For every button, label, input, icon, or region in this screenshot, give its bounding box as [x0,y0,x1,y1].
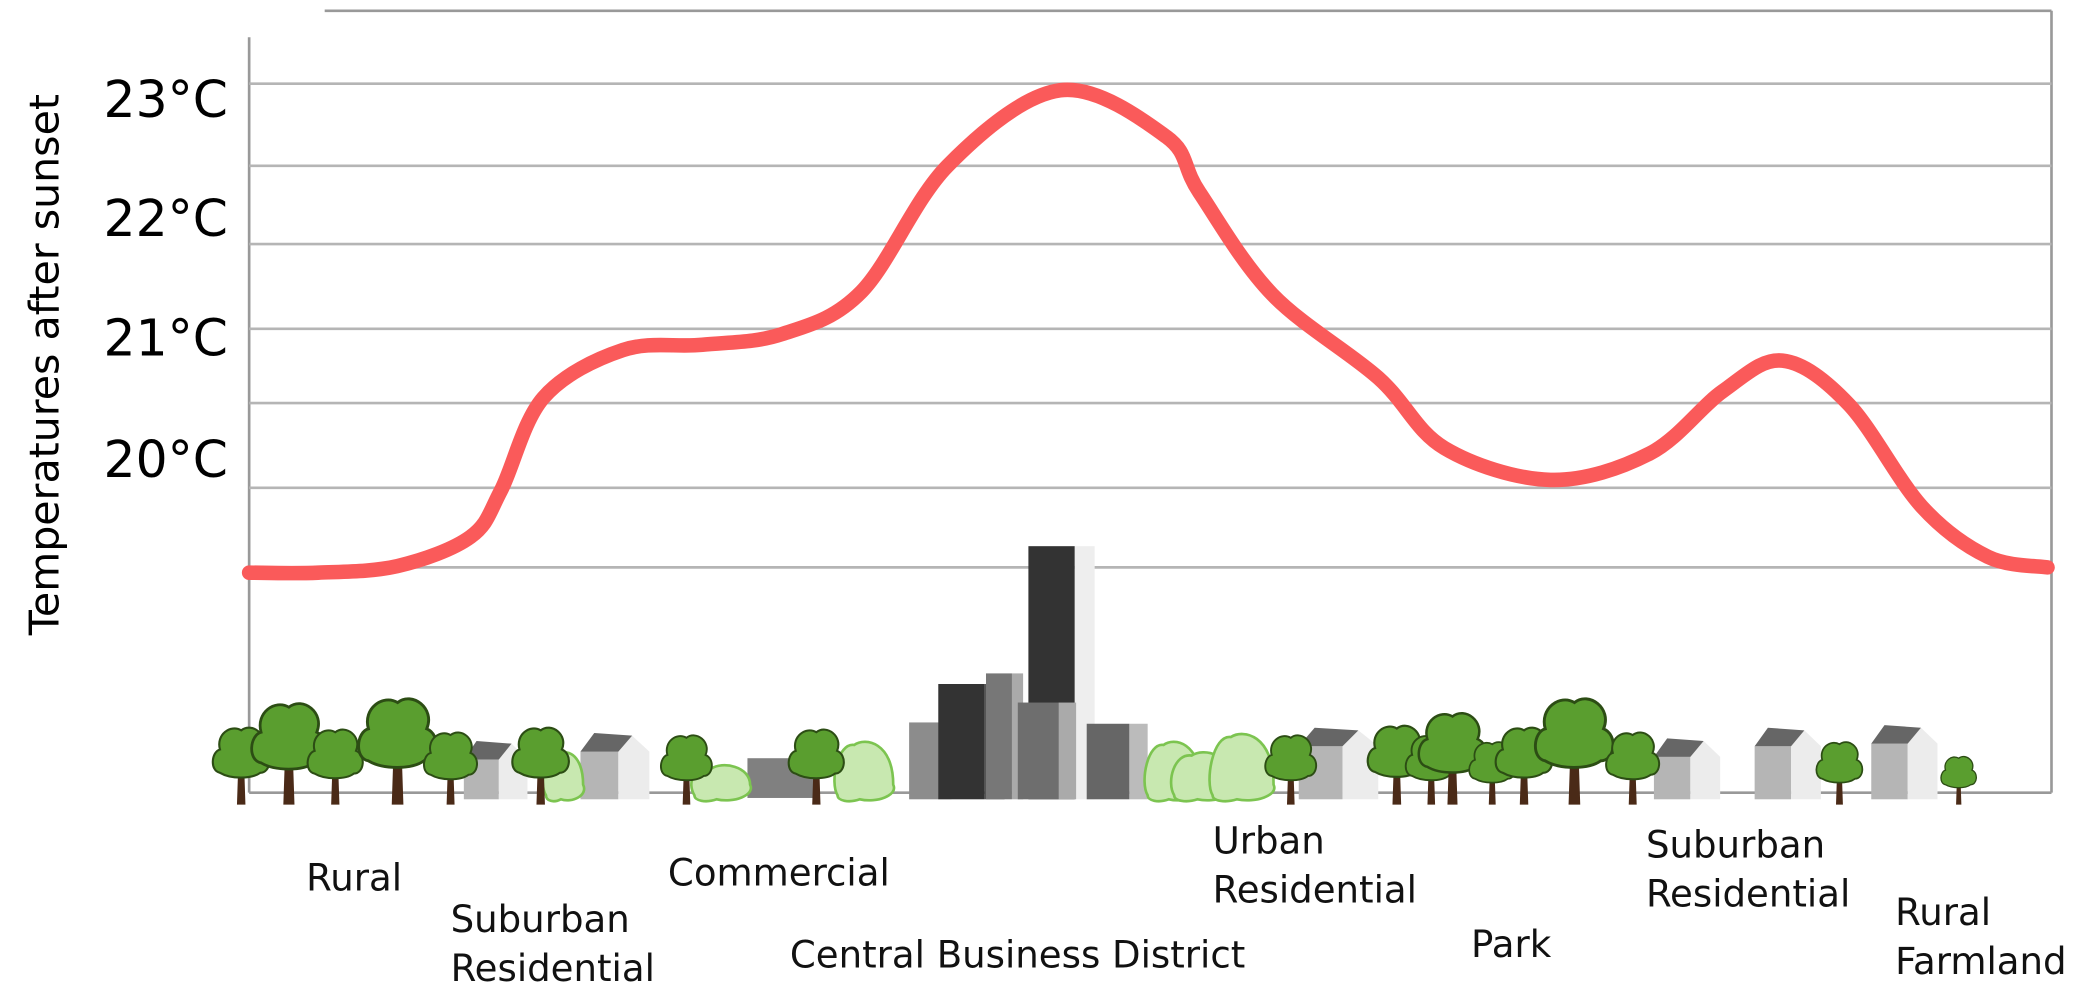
building-front [909,722,939,800]
house-roof [1754,727,1805,747]
crown [660,734,713,782]
bush [833,740,896,803]
zone-label: Rural [1895,891,1991,934]
crown [1533,697,1615,769]
house-side [1791,730,1821,800]
tree [1940,755,1977,805]
crown [423,731,478,781]
y-axis-label: Temperatures after sunset [20,94,68,636]
building-front [1086,723,1130,800]
zone-label: Urban [1213,820,1325,863]
zone-label: Farmland [1895,940,2067,983]
tree [1533,697,1615,805]
building-front [1017,702,1059,800]
house-roof [1871,725,1921,744]
temperature-label: 21°C [104,308,228,367]
zone-label: Suburban [1646,824,1825,867]
temperature-label: 22°C [104,189,228,248]
zone-label: Commercial [668,851,890,894]
building-front [985,673,1012,800]
crown [1815,741,1864,784]
crown [511,726,570,779]
house-side [1690,740,1721,800]
crown [357,697,438,769]
tree [787,728,845,805]
crown [306,728,364,780]
tree [250,702,328,805]
house-roof [580,733,633,752]
tree [357,697,438,805]
crown [1264,734,1318,782]
building-side [1011,673,1024,800]
zone-label: Rural [306,857,402,900]
building-side [1129,723,1148,800]
temperature-label: 23°C [104,70,228,129]
tree [660,734,713,805]
zone-label: Suburban [451,898,630,941]
house-roof [463,740,512,760]
tree [306,728,364,805]
tree [1264,734,1318,805]
house-side [1342,730,1379,800]
tree [1815,741,1864,805]
tree [511,726,570,805]
zone-label: Central Business District [790,934,1245,977]
zone-label: Residential [1646,873,1850,916]
labels: 23°C 22°C 21°C 20°C Rural Suburban Residential… [104,70,2067,985]
crown [787,728,845,780]
building-front [938,683,985,800]
temperature-label: 20°C [104,430,228,489]
building-side [1058,702,1077,800]
crown [1605,731,1661,781]
house-roof [1298,727,1359,747]
house-wall [1754,746,1792,800]
scenery [211,546,1977,805]
tree [423,731,478,805]
temperature-curve [241,82,2055,581]
house-side [618,735,650,800]
zone-label: Park [1471,923,1552,966]
zone-label: Residential [451,947,655,985]
tree [1605,731,1661,805]
house-wall [1871,743,1908,800]
house-side [1907,727,1938,800]
house-wall [580,751,619,800]
grid [249,82,2052,569]
crown [1940,755,1977,789]
house-roof [1653,738,1704,757]
zone-label: Residential [1213,869,1417,912]
